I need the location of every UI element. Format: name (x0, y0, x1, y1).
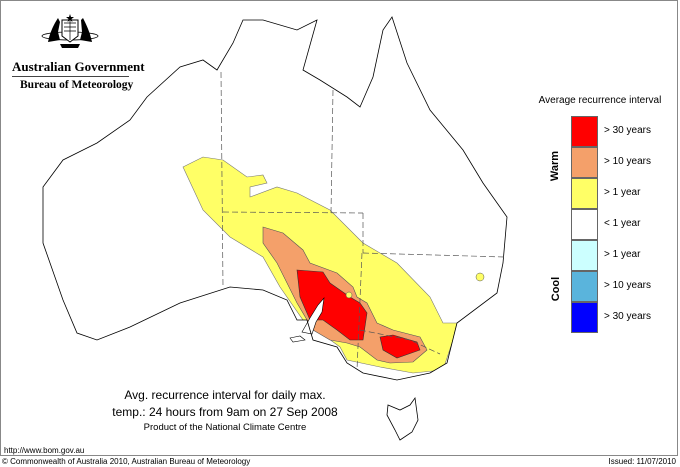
legend-swatch (571, 240, 598, 271)
border-qld-nsw (362, 252, 506, 258)
caption-line-2: temp.: 24 hours from 9am on 27 Sep 2008 (112, 405, 338, 419)
legend-swatch (571, 209, 598, 240)
coat-of-arms-icon (41, 14, 99, 48)
region-warm-over-30-years-victoria (379, 334, 421, 359)
australia-coastline (42, 16, 508, 381)
bureau-name: Bureau of Meteorology (20, 79, 134, 91)
border-nt-sa (222, 211, 364, 214)
legend-swatch (571, 302, 598, 333)
legend-label: < 1 year (604, 218, 641, 229)
legend-label: > 30 years (604, 125, 651, 136)
tasmania-coastline (386, 396, 419, 441)
legend-cool-label: Cool (550, 276, 563, 302)
logo-divider (12, 76, 129, 77)
legend-label: > 10 years (604, 280, 651, 291)
border-nt-qld (330, 89, 334, 214)
spencer-gulf (301, 297, 325, 335)
legend-warm-label: Warm (549, 150, 562, 182)
caption-line-3: Product of the National Climate Centre (143, 422, 307, 433)
region-warm-over-1-year (182, 156, 458, 374)
region-warm-over-1-year-spot (475, 272, 485, 282)
border-nsw-vic (359, 329, 441, 355)
caption-line-1: Avg. recurrence interval for daily max. (124, 388, 326, 402)
legend-label: > 1 year (604, 187, 641, 198)
legend-swatch (571, 116, 598, 147)
legend-label: > 30 years (604, 311, 651, 322)
legend-swatch (571, 147, 598, 178)
copyright-notice: © Commonwealth of Australia 2010, Austra… (2, 457, 251, 466)
legend-swatch (571, 271, 598, 302)
legend-label: > 10 years (604, 156, 651, 167)
agency-name: Australian Government (12, 59, 145, 74)
issued-date: Issued: 11/07/2010 (608, 457, 676, 466)
region-warm-over-1-year-spot (345, 291, 353, 299)
border-sa-east (356, 252, 363, 371)
website-link[interactable]: http://www.bom.gov.au (4, 446, 85, 455)
state-borders (220, 71, 506, 371)
legend-label: > 1 year (604, 249, 641, 260)
legend-swatch (571, 178, 598, 209)
map-frame (0, 0, 678, 456)
legend-title: Average recurrence interval (538, 95, 662, 106)
kangaroo-island (289, 335, 306, 343)
